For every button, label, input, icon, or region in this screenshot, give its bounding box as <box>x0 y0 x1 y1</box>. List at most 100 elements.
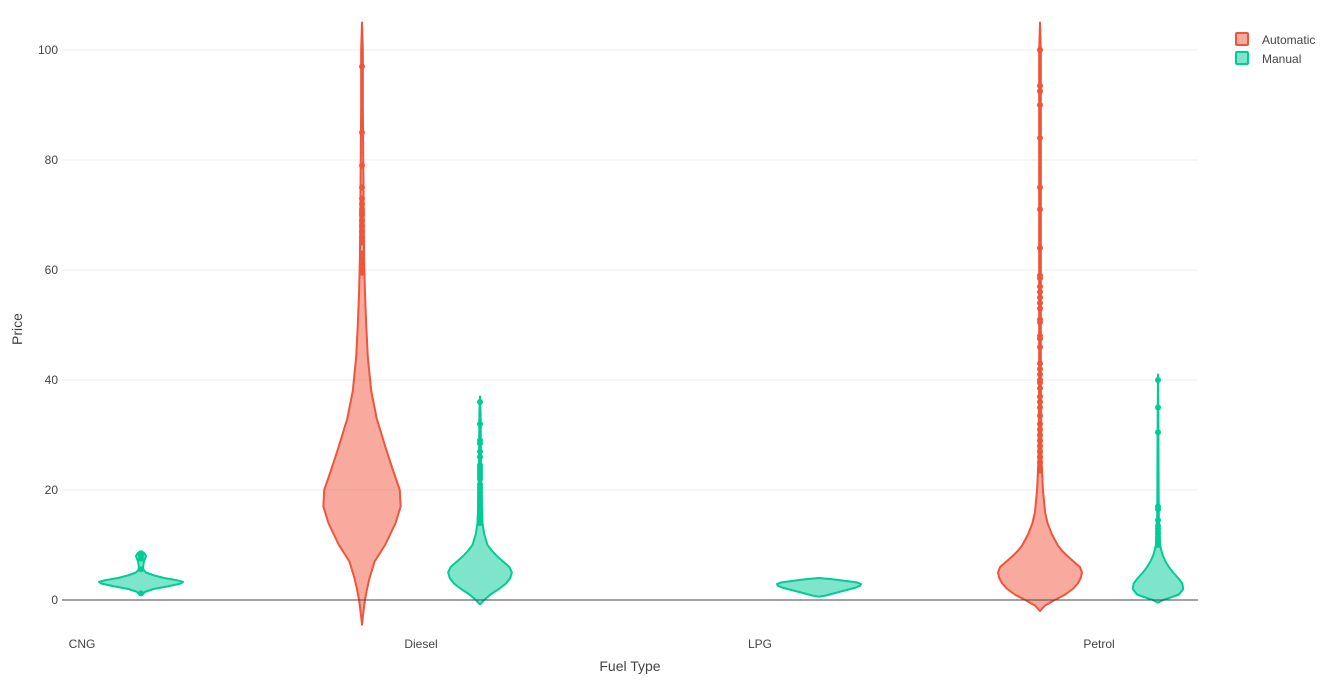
x-tick-label-cng: CNG <box>69 637 96 651</box>
outlier-point <box>1037 305 1043 312</box>
outlier-point <box>1037 294 1043 301</box>
violins-layer <box>98 21 1185 626</box>
outlier-point <box>477 462 483 469</box>
outlier-point <box>1037 272 1043 279</box>
violin-manual-petrol <box>1131 373 1185 604</box>
outlier-point <box>1037 377 1043 383</box>
y-tick-label-20: 20 <box>45 483 59 497</box>
outlier-point <box>1037 316 1043 323</box>
outlier-point <box>359 201 365 207</box>
outlier-point <box>1037 399 1043 405</box>
outlier-point <box>138 550 144 557</box>
outlier-point <box>359 206 365 213</box>
outlier-point <box>138 590 144 597</box>
outlier-point <box>1155 517 1161 524</box>
gridlines <box>62 49 1198 491</box>
outlier-point <box>1037 289 1043 295</box>
outlier-point <box>1155 429 1161 436</box>
violin-body <box>322 21 402 626</box>
outlier-point <box>359 256 365 262</box>
outlier-point <box>359 234 365 240</box>
outlier-point <box>1037 360 1043 367</box>
outlier-point <box>359 228 365 235</box>
outlier-point <box>477 454 483 460</box>
outlier-point <box>1037 421 1043 427</box>
x-tick-label-lpg: LPG <box>748 637 772 651</box>
y-tick-label-40: 40 <box>45 373 59 387</box>
legend: Automatic Manual <box>1235 32 1315 66</box>
outlier-point <box>1037 47 1043 53</box>
outlier-point <box>1037 426 1043 433</box>
legend-label-automatic: Automatic <box>1262 33 1315 47</box>
violin-body <box>776 577 862 598</box>
outlier-point <box>359 162 365 169</box>
axes: 0 20 40 60 80 100 CNG Diesel LPG Petrol <box>38 43 1198 651</box>
x-tick-label-diesel: Diesel <box>404 637 437 651</box>
outlier-point <box>1155 522 1161 529</box>
outlier-point <box>1155 377 1161 383</box>
outlier-point <box>1037 437 1043 444</box>
legend-item-manual[interactable]: Manual <box>1235 51 1301 66</box>
outlier-point <box>1037 412 1043 419</box>
outlier-point <box>359 267 365 273</box>
outlier-point <box>1037 102 1043 108</box>
outlier-point <box>138 566 144 573</box>
outlier-point <box>1037 300 1043 306</box>
outlier-point <box>1037 184 1043 191</box>
x-axis-title: Fuel Type <box>599 658 660 674</box>
outlier-point <box>359 184 365 191</box>
outlier-point <box>359 239 365 246</box>
outlier-point <box>1037 432 1043 438</box>
x-tick-label-petrol: Petrol <box>1083 637 1114 651</box>
outlier-point <box>1037 371 1043 378</box>
outlier-point <box>1037 366 1043 372</box>
outlier-point <box>1037 443 1043 449</box>
outlier-point <box>1037 459 1043 466</box>
legend-swatch-manual <box>1235 51 1249 65</box>
outlier-point <box>359 63 365 70</box>
outlier-point <box>477 481 483 488</box>
y-tick-label-80: 80 <box>45 153 59 167</box>
violin-manual-cng <box>98 550 184 597</box>
outlier-point <box>359 129 365 136</box>
outlier-point <box>359 217 365 224</box>
outlier-point <box>1037 385 1043 392</box>
violin-body <box>1131 373 1185 604</box>
outlier-point <box>359 223 365 229</box>
violin-manual-lpg <box>776 577 862 598</box>
outlier-point <box>1037 333 1043 339</box>
violin-automatic-petrol <box>997 21 1083 612</box>
outlier-point <box>1037 393 1043 400</box>
outlier-point <box>1037 404 1043 411</box>
outlier-point <box>1037 465 1043 471</box>
outlier-point <box>1037 283 1043 290</box>
legend-label-manual: Manual <box>1262 52 1301 66</box>
outlier-point <box>1037 82 1043 89</box>
outlier-point <box>1037 88 1043 95</box>
outlier-point <box>477 448 483 455</box>
outlier-point <box>359 261 365 268</box>
outlier-point <box>1155 404 1161 411</box>
outlier-point <box>1037 135 1043 141</box>
outlier-point <box>359 250 365 257</box>
outlier-point <box>1037 454 1043 460</box>
outlier-point <box>477 399 483 405</box>
outlier-point <box>1037 245 1043 251</box>
outlier-point <box>477 437 483 444</box>
outlier-point <box>1155 503 1161 510</box>
legend-swatch-automatic <box>1235 32 1249 46</box>
outlier-point <box>359 195 365 202</box>
y-tick-label-60: 60 <box>45 263 59 277</box>
y-axis-title: Price <box>9 313 25 345</box>
outlier-point <box>477 421 483 427</box>
y-tick-label-100: 100 <box>38 43 58 57</box>
outlier-point <box>1037 206 1043 213</box>
violin-manual-diesel <box>447 395 513 606</box>
outlier-point <box>1037 448 1043 455</box>
outlier-point <box>1037 344 1043 350</box>
y-tick-label-0: 0 <box>51 593 58 607</box>
violin-automatic-diesel <box>322 21 402 626</box>
legend-item-automatic[interactable]: Automatic <box>1235 32 1315 47</box>
